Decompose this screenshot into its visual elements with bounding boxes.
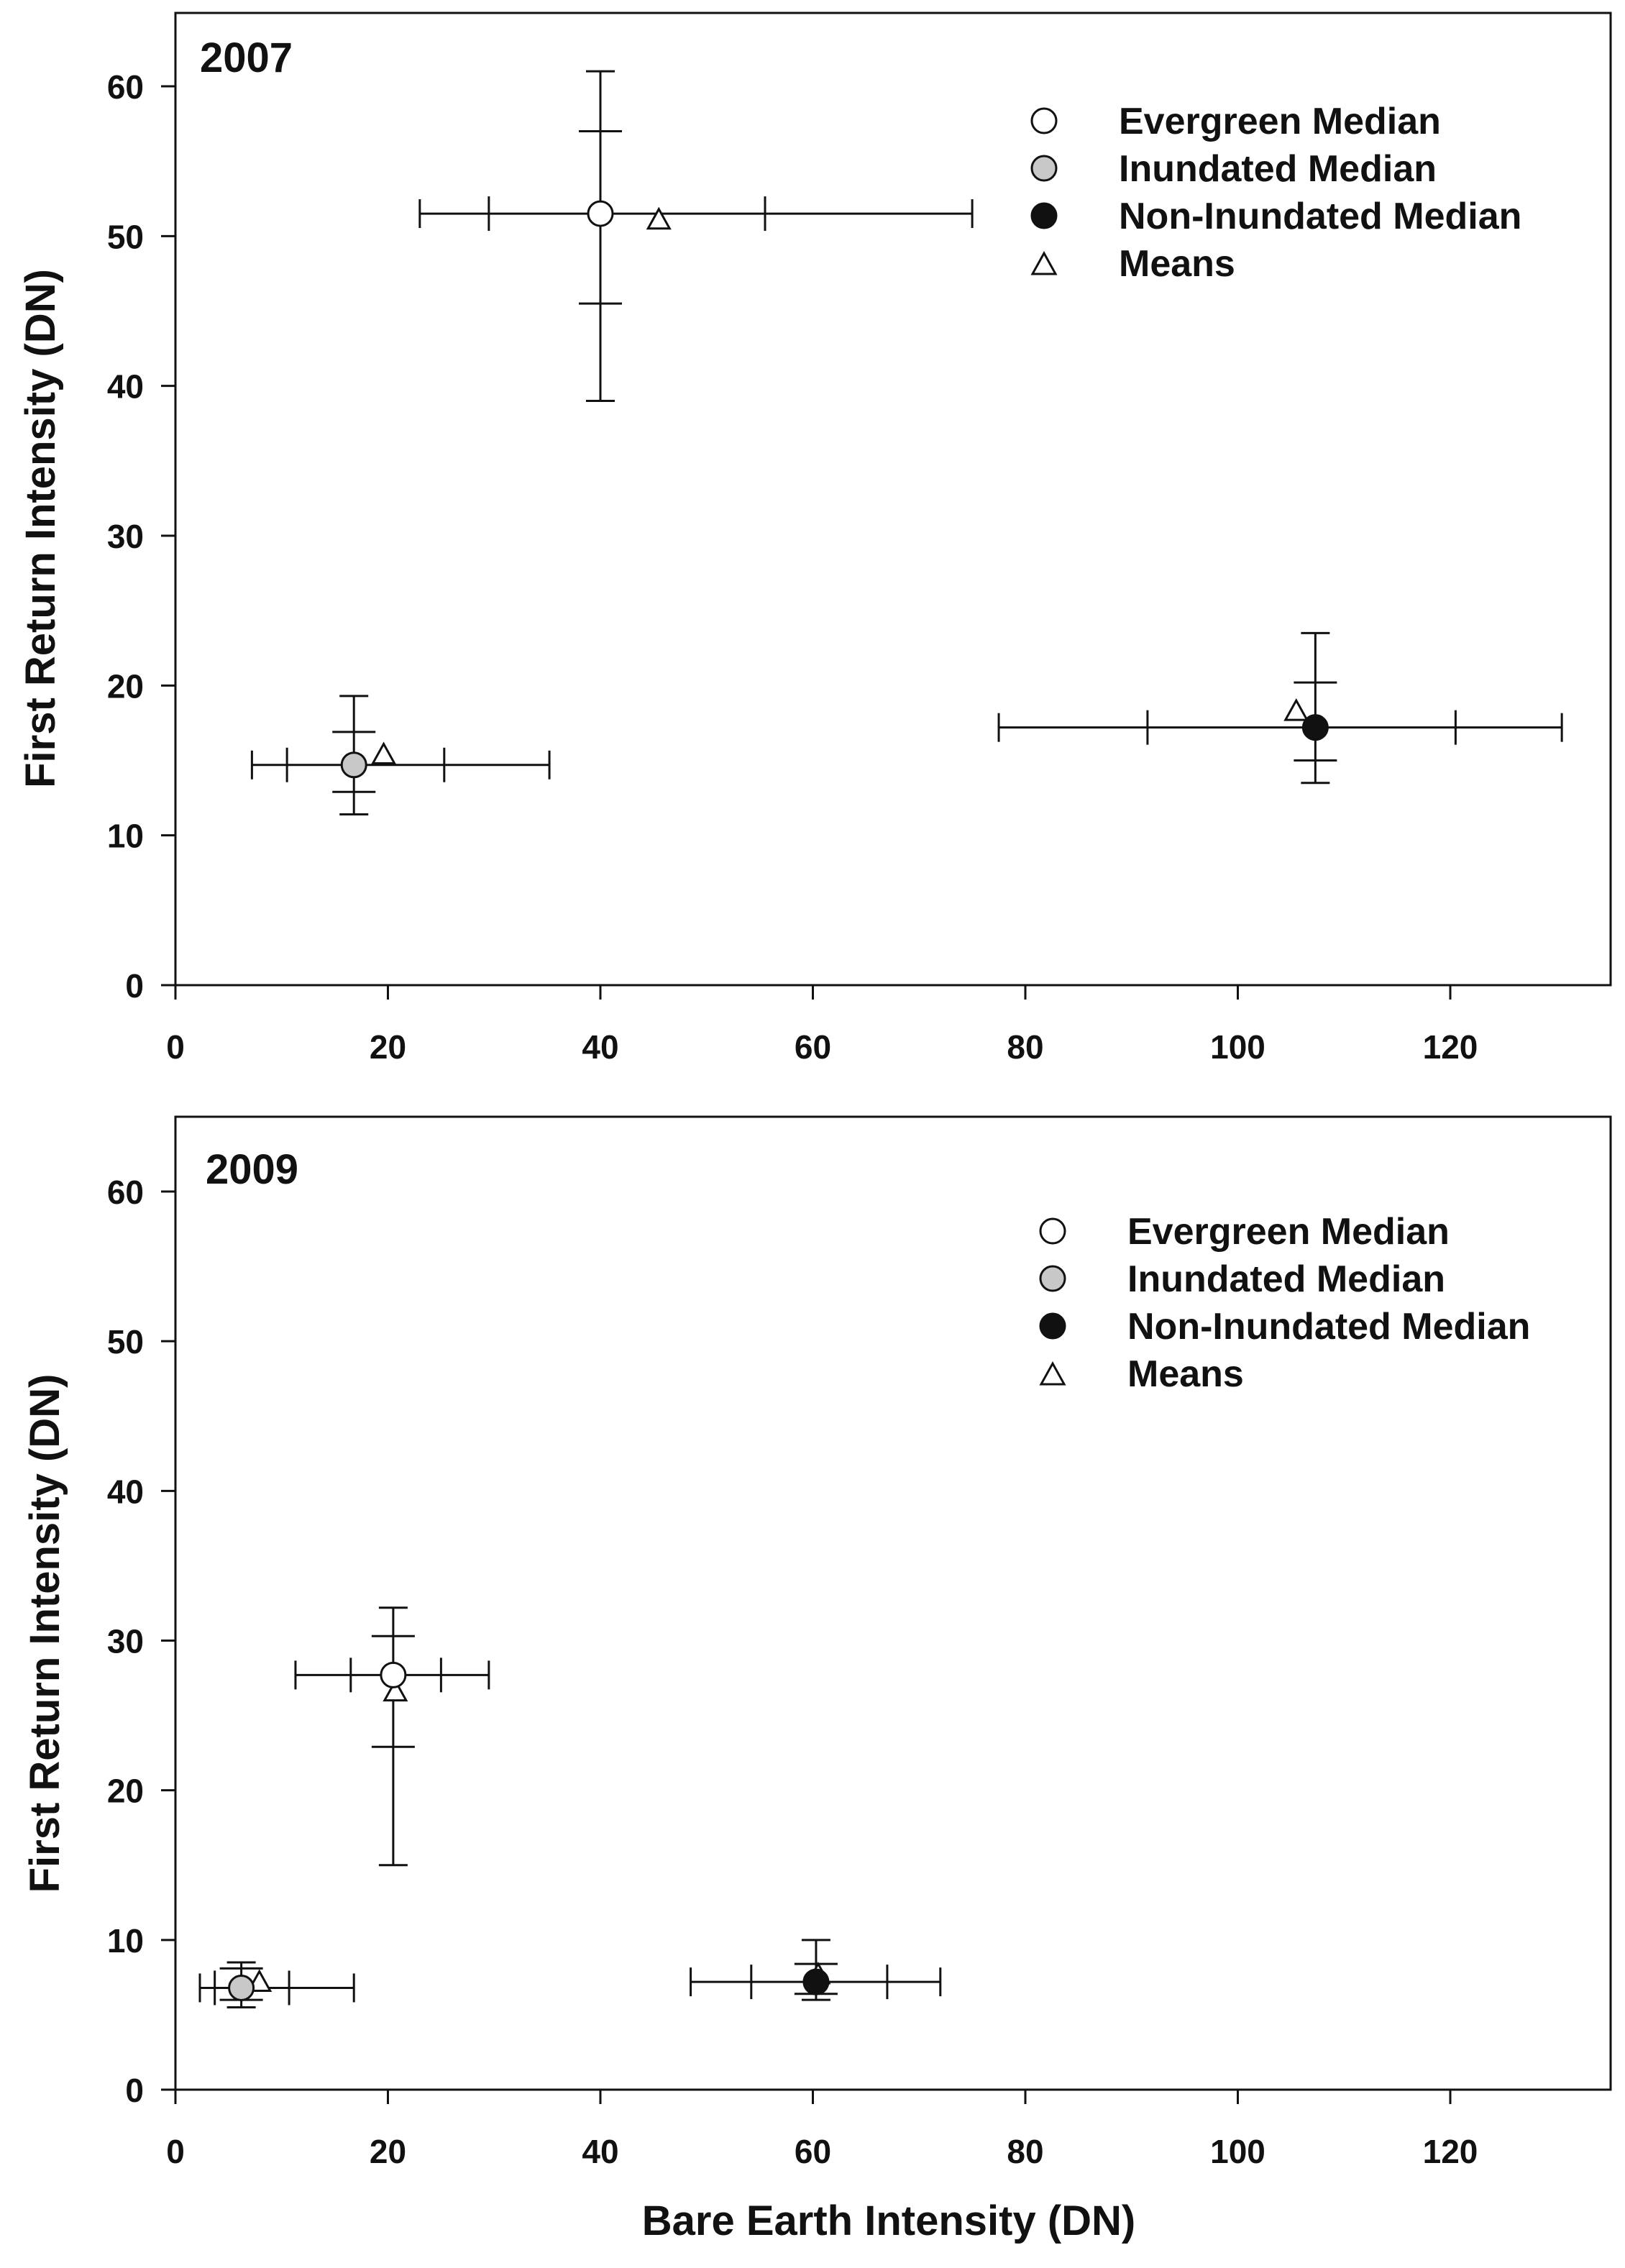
y-tick-label: 10 [107,818,144,855]
median-marker [1301,714,1329,741]
x-tick-label: 0 [166,1028,185,1066]
y-tick-label: 30 [107,1623,144,1660]
legend-label: Inundated Median [1119,148,1437,190]
series-inundated [250,695,551,815]
x-tick-label: 60 [795,2133,831,2170]
legend-marker-circle [1039,1217,1066,1245]
median-marker [587,200,614,227]
mean-marker [383,1678,408,1702]
legend-label: Non-Inundated Median [1127,1306,1530,1348]
y-tick-label: 20 [107,667,144,705]
legend: Evergreen Median Inundated Median Non-Inun… [1039,1211,1530,1395]
legend-label: Evergreen Median [1127,1211,1450,1253]
legend-label: Inundated Median [1127,1258,1445,1300]
mean-marker [371,741,397,765]
mean-marker [1283,698,1309,721]
median-marker [802,1968,830,1995]
x-tick-label: 40 [582,1028,618,1066]
y-tick-label: 40 [107,368,144,406]
series-inundated [198,1961,355,2009]
x-tick-label: 0 [166,2133,185,2170]
legend-label: Means [1119,243,1235,285]
median-marker [380,1661,407,1688]
legend-marker-circle [1030,107,1058,134]
legend-label: Evergreen Median [1119,101,1441,142]
y-tick-label: 0 [125,967,144,1005]
chart-panel-2007: 0 20 40 60 80 100 120 0 10 20 30 40 50 60 First Return… [17,12,1612,1066]
series-non-inundated [690,1939,942,2001]
panel-year-label: 2007 [200,35,293,81]
y-tick-label: 30 [107,518,144,555]
mean-marker [646,206,672,230]
series-evergreen [418,70,974,402]
median-marker [228,1974,255,2001]
y-tick-label: 60 [107,68,144,106]
x-tick-label: 100 [1210,1028,1265,1066]
legend-marker-circle [1030,155,1058,182]
legend-marker-triangle [1030,251,1058,275]
x-tick-label: 80 [1007,1028,1043,1066]
y-axis-title: First Return Intensity (DN) [22,1374,68,1893]
legend-label: Means [1127,1353,1244,1395]
median-marker [340,751,367,779]
series-evergreen [294,1606,490,1867]
y-tick-label: 20 [107,1773,144,1810]
y-tick-label: 10 [107,1922,144,1960]
y-tick-label: 0 [125,2072,144,2109]
x-tick-label: 100 [1210,2133,1265,2170]
x-tick-label: 80 [1007,2133,1043,2170]
x-tick-label: 120 [1423,1028,1478,1066]
x-tick-label: 40 [582,2133,618,2170]
panel-year-label: 2009 [206,1146,298,1193]
legend-marker-circle [1030,202,1058,229]
plot-frame [174,1115,1612,2091]
x-tick-label: 120 [1423,2133,1478,2170]
y-tick-label: 60 [107,1174,144,1211]
legend-marker-circle [1039,1312,1066,1340]
x-tick-label: 20 [370,1028,406,1066]
x-axis-title: Bare Earth Intensity (DN) [642,2198,1135,2244]
legend-marker-triangle [1039,1361,1066,1386]
chart-panel-2009: 0 20 40 60 80 100 120 0 10 20 30 40 50 60 First Return… [22,1115,1612,2170]
y-axis-title: First Return Intensity (DN) [17,269,64,788]
legend: Evergreen Median Inundated Median Non-Inun… [1030,101,1521,285]
series-non-inundated [997,631,1563,785]
y-tick-label: 50 [107,1323,144,1361]
y-tick-label: 40 [107,1473,144,1510]
y-tick-label: 50 [107,218,144,255]
legend-label: Non-Inundated Median [1119,196,1521,237]
x-tick-label: 20 [370,2133,406,2170]
legend-marker-circle [1039,1265,1066,1292]
plot-frame [174,12,1612,987]
x-tick-label: 60 [795,1028,831,1066]
